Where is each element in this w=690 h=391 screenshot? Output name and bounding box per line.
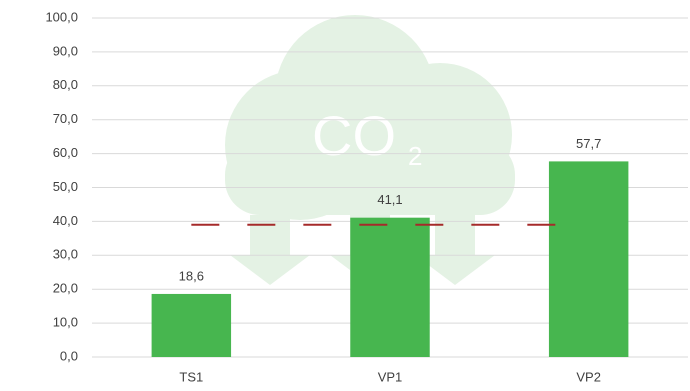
- watermark-subscript: 2: [408, 141, 422, 171]
- y-tick-label: 10,0: [53, 315, 78, 330]
- y-tick-label: 20,0: [53, 281, 78, 296]
- x-tick-label: VP2: [576, 369, 601, 384]
- y-tick-label: 90,0: [53, 43, 78, 58]
- y-tick-label: 50,0: [53, 179, 78, 194]
- data-label: 57,7: [576, 136, 601, 151]
- data-label: 18,6: [179, 268, 204, 283]
- y-tick-label: 60,0: [53, 145, 78, 160]
- bar: [548, 161, 629, 357]
- bar: [151, 293, 232, 357]
- y-tick-label: 100,0: [45, 9, 78, 24]
- y-tick-label: 0,0: [60, 348, 78, 363]
- data-label: 41,1: [377, 192, 402, 207]
- x-tick-label: TS1: [179, 369, 203, 384]
- y-tick-label: 30,0: [53, 247, 78, 262]
- y-tick-label: 40,0: [53, 213, 78, 228]
- watermark-text: CO: [312, 104, 396, 167]
- y-tick-label: 70,0: [53, 111, 78, 126]
- bar: [350, 217, 430, 357]
- x-tick-label: VP1: [378, 369, 403, 384]
- y-tick-label: 80,0: [53, 77, 78, 92]
- watermark-cloud: [225, 15, 515, 285]
